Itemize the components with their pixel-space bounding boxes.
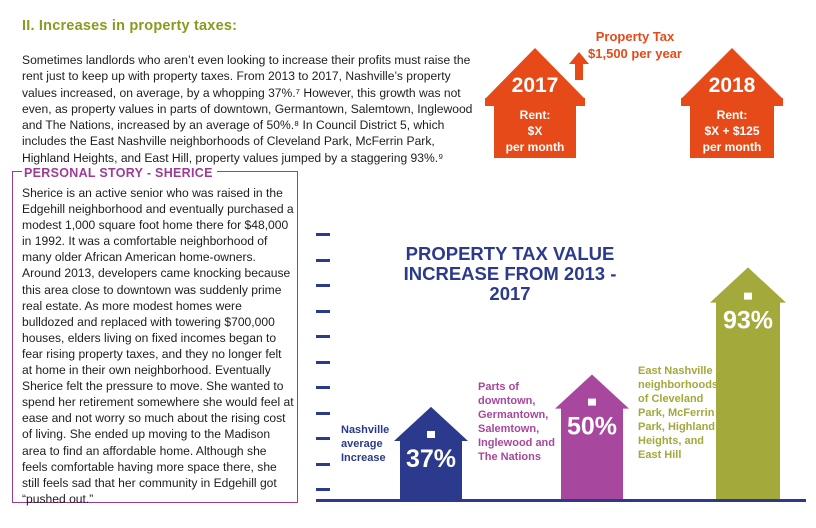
category-label: Park, Highland [638, 421, 715, 433]
y-axis-tick [316, 284, 330, 287]
house-2017-rent-label: Rent: [520, 108, 551, 122]
category-label: Salemtown, [478, 423, 539, 435]
window-icon [744, 292, 752, 300]
y-axis-tick [316, 462, 330, 466]
bar [710, 267, 786, 499]
window-icon [427, 430, 435, 438]
category-label: Inglewood and [478, 437, 555, 449]
personal-story-text: Sherice is an active senior who was rais… [22, 186, 294, 506]
y-axis-tick [316, 437, 330, 440]
y-axis-tick [316, 386, 330, 389]
chart-title: PROPERTY TAX VALUE INCREASE FROM 2013 - … [403, 243, 617, 304]
house-2017: 2017 Rent: $X per month [485, 48, 585, 158]
bar-house: 93% [710, 267, 786, 499]
house-2018-rent-label: Rent: [717, 108, 748, 122]
y-axis-tick [316, 411, 330, 415]
window-icon [588, 398, 596, 406]
house-2017-year: 2017 [512, 74, 559, 97]
category-label: The Nations [478, 451, 541, 463]
category-label: Nashville [341, 424, 389, 436]
house-2017-rent-value: $X [528, 124, 543, 138]
bar-house: 50% [555, 374, 629, 499]
bar [555, 374, 629, 499]
house-2017-period: per month [506, 140, 565, 154]
intro-paragraph: Sometimes landlords who aren’t even look… [22, 53, 473, 165]
category-label: Germantown, [478, 409, 548, 421]
house-2018-period: per month [703, 140, 762, 154]
category-label: downtown, [478, 395, 535, 407]
category-label: Parts of [478, 381, 519, 393]
bar-house: 37% [394, 406, 468, 499]
bar [394, 406, 468, 499]
house-2018: 2018 Rent: $X + $125 per month [681, 48, 783, 158]
category-label: East Nashville [638, 365, 713, 377]
y-axis-tick [316, 360, 330, 364]
y-axis-tick [316, 335, 330, 338]
section-title: II. Increases in property taxes: [22, 18, 238, 34]
category-label: neighborhoods [638, 379, 718, 391]
category-label: of Cleveland [638, 393, 703, 405]
y-axis-tick [316, 258, 330, 262]
personal-story-title: PERSONAL STORY - SHERICE [22, 166, 217, 180]
category-label: East Hill [638, 449, 681, 461]
bar-value-label: 37% [406, 445, 456, 473]
category-label: Park, McFerrin [638, 407, 715, 419]
property-tax-amount: $1,500 per year [588, 46, 682, 61]
up-arrow-icon [569, 52, 589, 80]
house-2018-rent-value: $X + $125 [704, 124, 759, 138]
property-tax-label: Property Tax $1,500 per year [560, 28, 710, 62]
property-tax-title: Property Tax [595, 29, 675, 44]
bar-value-label: 93% [723, 307, 773, 335]
category-label: average [341, 438, 383, 450]
y-axis-tick [316, 488, 330, 491]
category-label: Increase [341, 452, 386, 464]
y-axis-tick [316, 233, 330, 236]
chart-baseline [316, 499, 806, 502]
house-2018-year: 2018 [709, 74, 756, 97]
bar-value-label: 50% [567, 413, 617, 441]
y-axis-tick [316, 309, 330, 313]
rent-comparison-graphic: 2017 Rent: $X per month 2018 Rent: $X + … [485, 48, 783, 158]
category-label: Heights, and [638, 435, 704, 447]
